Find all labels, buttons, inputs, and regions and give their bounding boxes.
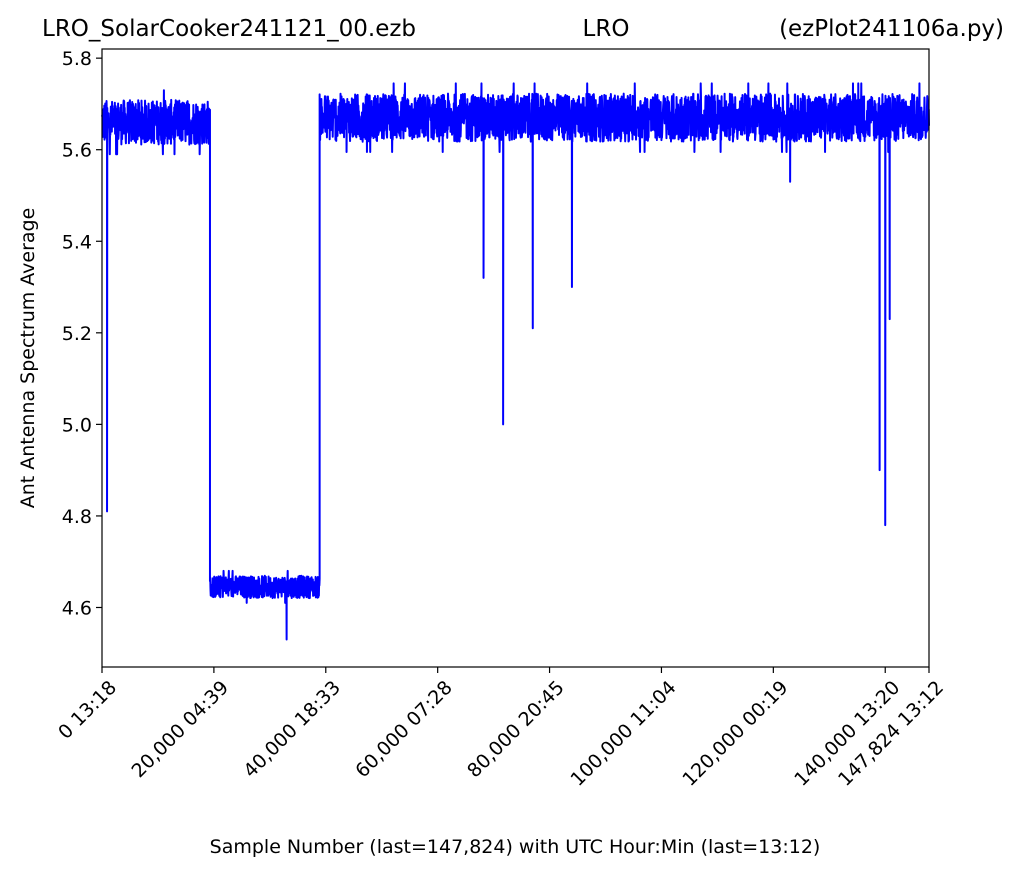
y-tick-label: 5.6 (62, 140, 92, 162)
y-axis: 4.6 4.8 5.0 5.2 5.4 5.6 5.8 (62, 48, 102, 619)
chart-title-right: (ezPlot241106a.py) (779, 16, 1004, 42)
y-tick-label: 4.8 (62, 506, 92, 528)
x-tick-label: 80,000 20:45 (463, 677, 569, 783)
series-line-path (101, 82, 930, 641)
x-tick-label: 0 13:18 (54, 677, 121, 744)
y-tick-label: 5.8 (62, 48, 92, 70)
y-axis-label: Ant Antenna Spectrum Average (17, 208, 39, 509)
chart-title-center: LRO (583, 16, 630, 42)
plot-frame (101, 48, 930, 668)
x-tick-label: 60,000 07:28 (351, 677, 457, 783)
x-axis: 0 13:18 20,000 04:39 40,000 18:33 60,000 07… (54, 667, 948, 791)
y-tick-label: 5.2 (62, 323, 92, 345)
y-tick-label: 5.4 (62, 231, 92, 253)
x-tick-label: 20,000 04:39 (127, 677, 233, 783)
data-series-line (101, 82, 930, 641)
y-tick-label: 5.0 (62, 414, 92, 436)
chart-title-left: LRO_SolarCooker241121_00.ezb (42, 16, 416, 42)
x-axis-label: Sample Number (last=147,824) with UTC Ho… (210, 836, 821, 858)
x-tick-label: 120,000 00:19 (678, 677, 792, 791)
x-tick-label: 40,000 18:33 (239, 677, 345, 783)
y-tick-label: 4.6 (62, 597, 92, 619)
x-tick-label: 100,000 11:04 (566, 677, 680, 791)
